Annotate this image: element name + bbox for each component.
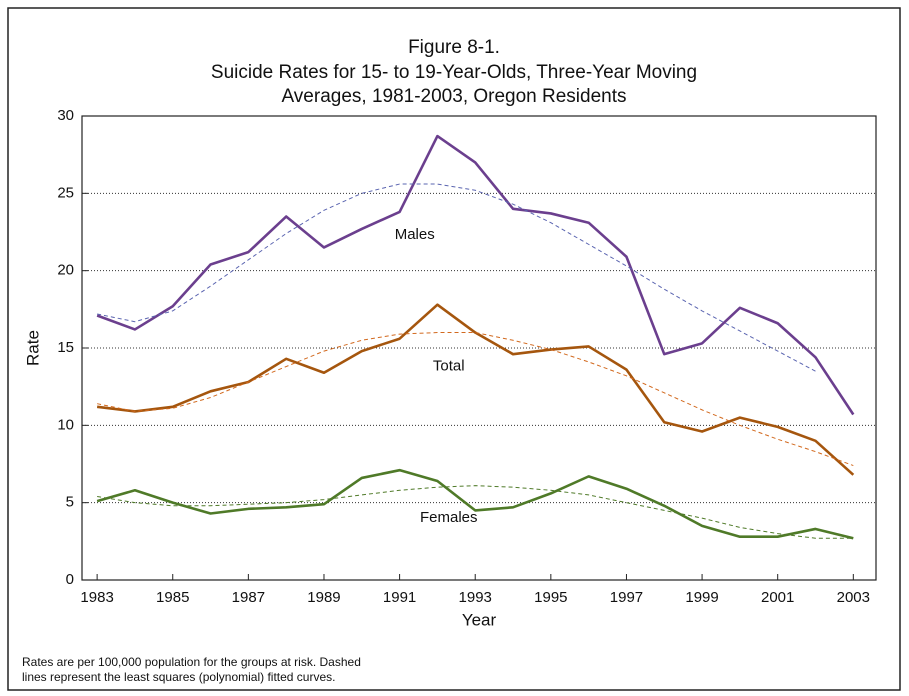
footnote: lines represent the least squares (polyn…: [22, 670, 335, 684]
fit-line: [97, 332, 854, 467]
x-tick-label: 1991: [383, 589, 416, 606]
x-tick-label: 1983: [80, 589, 113, 606]
y-tick-label: 5: [66, 494, 74, 511]
y-tick-label: 0: [66, 571, 74, 588]
plot-frame: [81, 115, 877, 581]
x-tick-label: 1985: [156, 589, 189, 606]
x-tick-label: 2001: [761, 589, 794, 606]
series-label: Males: [395, 226, 435, 243]
chart-subtitle: Suicide Rates for 15- to 19-Year-Olds, T…: [211, 62, 697, 83]
fit-line: [97, 485, 854, 539]
chart-title: Figure 8-1.: [408, 37, 500, 58]
x-tick-label: 1987: [232, 589, 265, 606]
x-tick-label: 1995: [534, 589, 567, 606]
x-axis-label: Year: [462, 610, 497, 629]
x-tick-label: 1997: [610, 589, 643, 606]
x-tick-label: 1989: [307, 589, 340, 606]
y-tick-label: 20: [57, 262, 74, 279]
x-tick-label: 1993: [459, 589, 492, 606]
data-line: [96, 468, 854, 540]
y-tick-label: 25: [57, 184, 74, 201]
frame: [7, 7, 901, 691]
chart-subtitle: Averages, 1981-2003, Oregon Residents: [281, 86, 626, 107]
y-axis-label: Rate: [23, 330, 42, 366]
data-line: [96, 134, 855, 416]
data-line: [96, 303, 855, 476]
fit-line: [97, 183, 816, 372]
y-tick-label: 15: [57, 339, 74, 356]
y-tick-label: 10: [57, 416, 74, 433]
series-label: Females: [420, 509, 478, 526]
x-tick-label: 1999: [685, 589, 718, 606]
x-tick-label: 2003: [837, 589, 870, 606]
footnote: Rates are per 100,000 population for the…: [22, 655, 361, 669]
series-label: Total: [433, 358, 465, 375]
y-tick-label: 30: [57, 107, 74, 124]
